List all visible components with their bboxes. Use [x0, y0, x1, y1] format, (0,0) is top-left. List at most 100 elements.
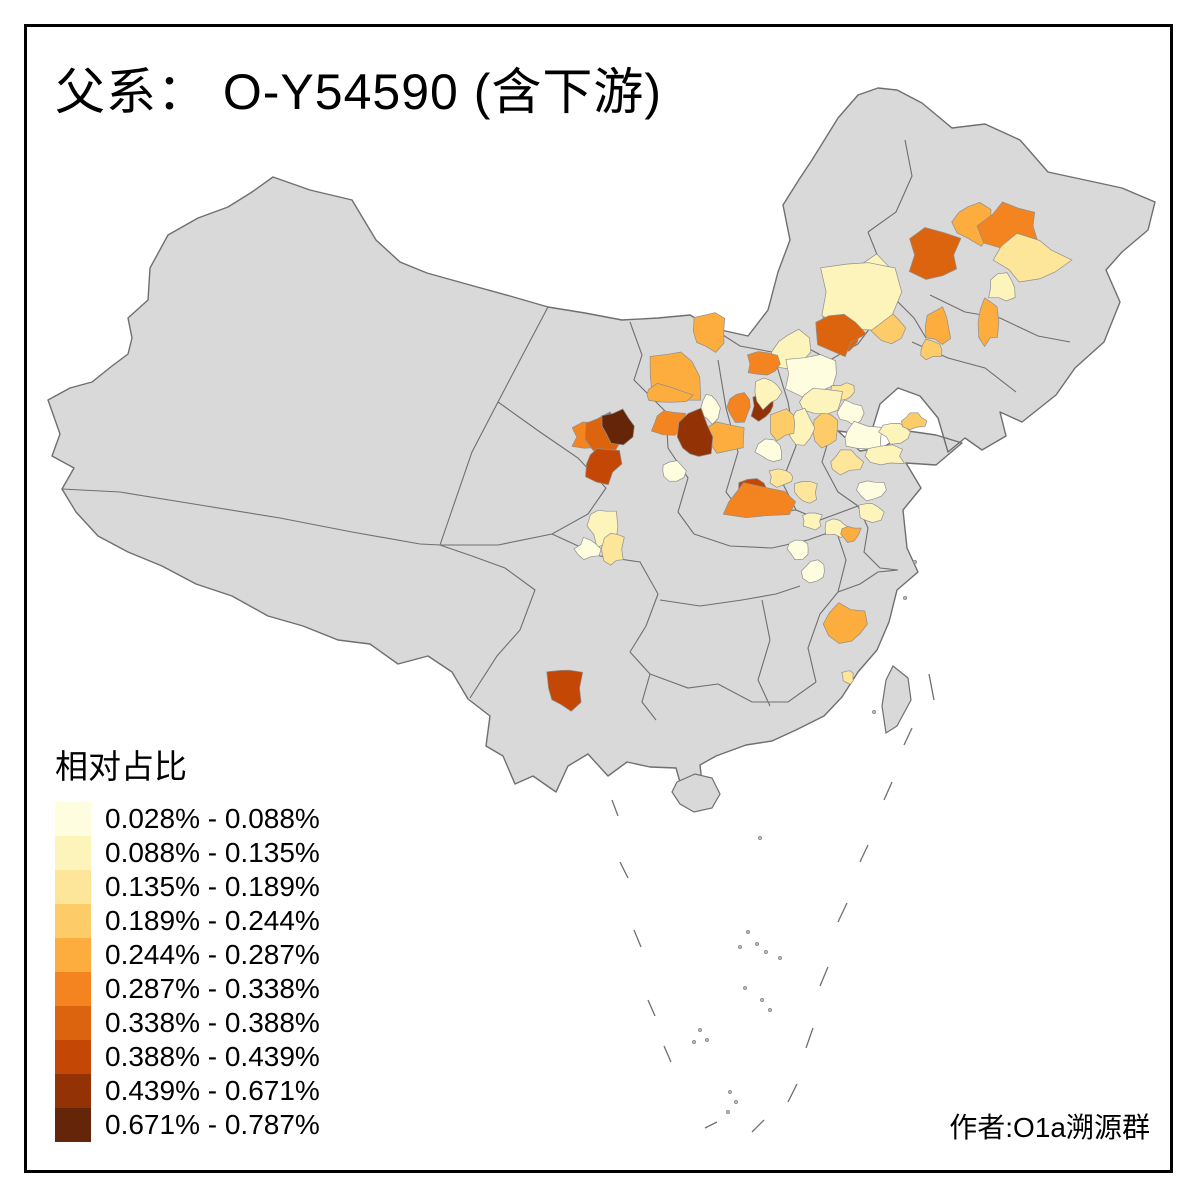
province-border — [867, 139, 913, 233]
map-region — [864, 444, 906, 466]
map-region — [646, 383, 694, 403]
province-border — [629, 651, 657, 721]
legend-bin-label: 0.244% - 0.287% — [105, 939, 320, 970]
map-region — [573, 536, 602, 561]
nine-dash-line-segment — [903, 727, 913, 746]
province-border — [835, 529, 847, 593]
map-region — [601, 408, 635, 446]
small-island-dot — [902, 595, 908, 601]
legend-bin-label: 0.671% - 0.787% — [105, 1109, 320, 1140]
legend-row: 0.135% - 0.189% — [55, 870, 320, 904]
province-border — [857, 505, 899, 571]
legend-bin-label: 0.135% - 0.189% — [105, 871, 320, 902]
province-border — [659, 585, 801, 607]
province-border — [629, 321, 667, 413]
small-island-dot — [733, 1099, 739, 1105]
legend-bin-label: 0.439% - 0.671% — [105, 1075, 320, 1106]
small-island-dot — [759, 997, 765, 1003]
small-island-dot — [745, 929, 751, 935]
province-border — [665, 411, 695, 535]
map-region — [799, 387, 844, 415]
legend-bin-label: 0.028% - 0.088% — [105, 803, 320, 834]
taiwan-island — [881, 665, 912, 735]
legend-row: 0.244% - 0.287% — [55, 938, 320, 972]
map-region — [992, 232, 1073, 283]
province-border — [929, 294, 1071, 343]
province-border — [61, 488, 441, 546]
legend-swatch — [55, 1006, 91, 1040]
legend-rows: 0.028% - 0.088% 0.088% - 0.135% 0.135% - 0… — [55, 802, 320, 1142]
nine-dash-line-segment — [619, 861, 629, 879]
nine-dash-line-segment — [837, 902, 848, 923]
legend-row: 0.189% - 0.244% — [55, 904, 320, 938]
small-island-dot — [871, 709, 877, 715]
nine-dash-line-segment — [633, 929, 642, 948]
page-title: 父系： O-Y54590 (含下游) — [55, 64, 663, 120]
nine-dash-line-segment — [859, 844, 869, 863]
legend-swatch — [55, 1074, 91, 1108]
map-region — [786, 539, 809, 560]
legend-swatch — [55, 870, 91, 904]
province-border — [693, 529, 837, 549]
legend-swatch — [55, 972, 91, 1006]
map-region — [925, 306, 952, 345]
province-border — [891, 295, 927, 339]
map-region — [920, 338, 943, 361]
map-region — [878, 422, 911, 445]
map-region — [977, 297, 1000, 348]
small-island-dot — [691, 1039, 697, 1045]
map-region — [722, 482, 797, 519]
map-region — [769, 408, 796, 442]
province-border — [439, 544, 536, 699]
province-border — [807, 591, 839, 683]
map-region — [747, 351, 781, 376]
nine-dash-line-segment — [647, 999, 656, 1017]
legend-row: 0.388% - 0.439% — [55, 1040, 320, 1074]
small-island-dot — [704, 1037, 710, 1043]
province-border — [717, 681, 817, 703]
nine-dash-line-segment — [751, 1119, 765, 1133]
nine-dash-line-segment — [928, 673, 935, 701]
map-region — [988, 272, 1016, 302]
province-border — [774, 359, 797, 511]
map-region — [840, 526, 862, 543]
nine-dash-line-segment — [787, 1083, 798, 1103]
small-island-dot — [727, 1089, 733, 1095]
map-region — [841, 670, 854, 685]
legend-row: 0.287% - 0.338% — [55, 972, 320, 1006]
legend-bin-label: 0.388% - 0.439% — [105, 1041, 320, 1072]
small-island-dot — [777, 955, 783, 961]
legend-swatch — [55, 836, 91, 870]
legend-swatch — [55, 1040, 91, 1074]
map-region — [820, 262, 903, 331]
legend-row: 0.338% - 0.388% — [55, 1006, 320, 1040]
map-region — [585, 448, 623, 486]
map-region — [662, 460, 687, 482]
small-island-dot — [697, 1027, 703, 1033]
map-region — [650, 410, 686, 436]
legend-title: 相对占比 — [55, 748, 187, 785]
map-region — [856, 480, 887, 502]
small-island-dot — [912, 559, 918, 565]
map-region — [815, 313, 867, 358]
nine-dash-line-segment — [663, 1045, 672, 1063]
small-island-dot — [725, 1109, 731, 1115]
map-region — [901, 412, 928, 431]
legend-swatch — [55, 904, 91, 938]
map-region — [800, 559, 825, 584]
attribution-text: 作者:O1a溯源群 — [949, 1112, 1150, 1143]
map-region — [830, 449, 865, 476]
map-region — [676, 407, 714, 457]
province-border — [837, 569, 899, 593]
province-border — [649, 673, 719, 689]
nine-dash-line-segment — [704, 1121, 718, 1129]
legend-bin-label: 0.287% - 0.338% — [105, 973, 320, 1004]
province-border — [440, 401, 607, 546]
nine-dash-line-segment — [611, 799, 619, 817]
province-border — [757, 599, 771, 707]
legend-bin-label: 0.088% - 0.135% — [105, 837, 320, 868]
legend-swatch — [55, 802, 91, 836]
small-island-dot — [754, 941, 760, 947]
map-region — [794, 480, 818, 504]
